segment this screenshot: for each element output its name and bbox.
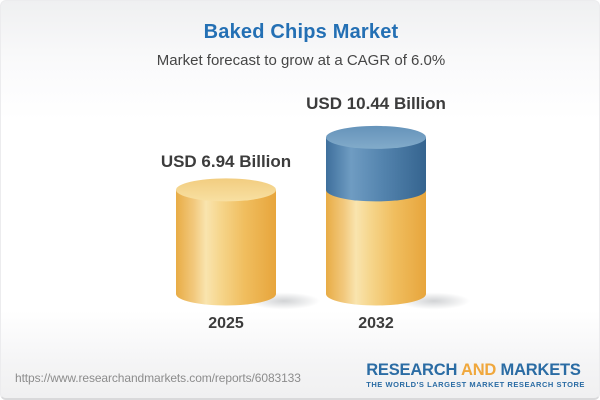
cylinder-growth-segment: [326, 137, 426, 202]
logo-word-and: AND: [460, 361, 497, 379]
cylinder-base-segment: [326, 189, 426, 306]
page-title: Baked Chips Market: [203, 21, 399, 43]
cylinder-base-segment: [176, 189, 276, 306]
logo-wordmark: RESEARCH AND MARKETS: [366, 361, 585, 379]
logo-word-markets: MARKETS: [500, 361, 581, 379]
research-and-markets-logo: RESEARCH AND MARKETS THE WORLD'S LARGEST…: [366, 361, 585, 390]
logo-tagline: THE WORLD'S LARGEST MARKET RESEARCH STOR…: [366, 380, 585, 389]
bar-value-label-2032: USD 10.44 Billion: [306, 94, 446, 113]
logo-word-research: RESEARCH: [366, 361, 458, 379]
category-label-2025: 2025: [208, 315, 244, 332]
category-label-2032: 2032: [358, 315, 394, 332]
page-subtitle: Market forecast to grow at a CAGR of 6.0…: [156, 52, 446, 69]
cylinder-top-face: [176, 178, 276, 202]
bar-value-label-2025: USD 6.94 Billion: [160, 152, 292, 171]
report-url: https://www.researchandmarkets.com/repor…: [15, 371, 301, 385]
cylinder-top-face: [326, 125, 426, 149]
